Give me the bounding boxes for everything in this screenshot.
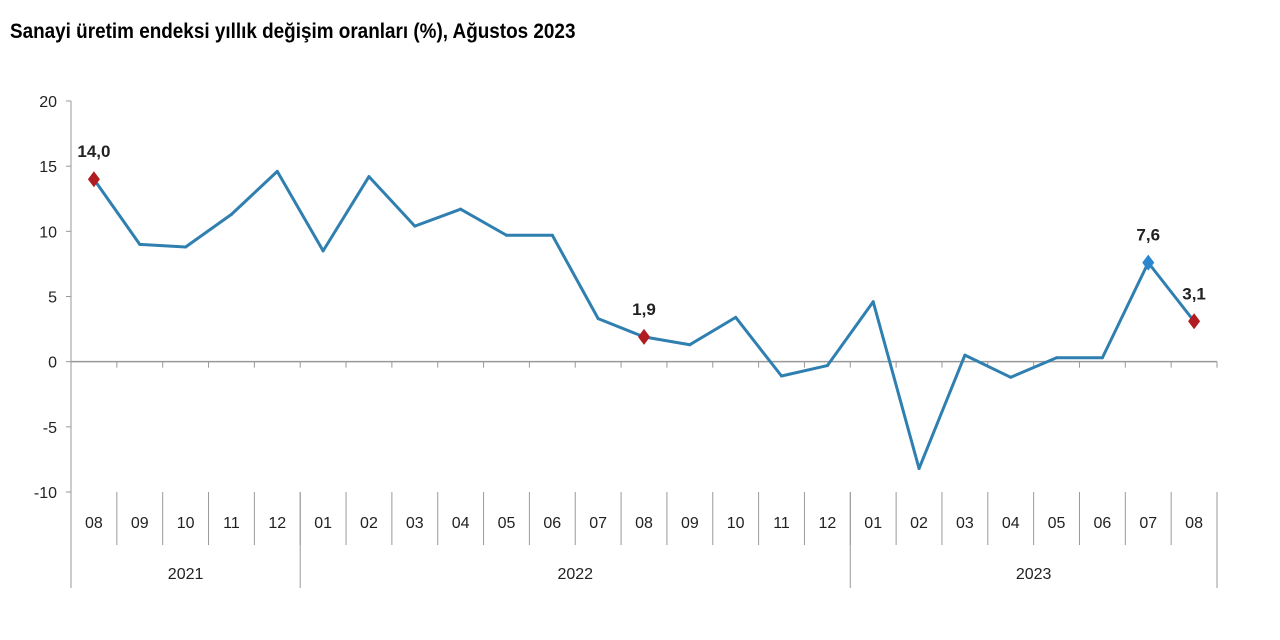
category-label: 01 <box>314 515 332 532</box>
category-label: 12 <box>268 515 286 532</box>
data-point <box>229 212 233 216</box>
category-label: 05 <box>498 515 516 532</box>
category-label: 03 <box>956 515 974 532</box>
y-tick-label: -10 <box>34 485 57 502</box>
data-point <box>688 343 692 347</box>
category-label: 04 <box>1002 515 1020 532</box>
data-label: 1,9 <box>632 300 656 319</box>
category-label: 11 <box>773 515 790 532</box>
data-point <box>550 233 554 237</box>
data-point <box>504 233 508 237</box>
data-point <box>963 353 967 357</box>
y-tick-label: 20 <box>39 94 57 111</box>
data-label: 3,1 <box>1182 284 1206 303</box>
data-point <box>825 364 829 368</box>
category-label: 05 <box>1048 515 1066 532</box>
highlight-marker <box>1188 313 1201 330</box>
category-label: 08 <box>635 515 653 532</box>
category-label: 10 <box>727 515 745 532</box>
category-label: 04 <box>452 515 470 532</box>
category-label: 02 <box>910 515 928 532</box>
year-label: 2021 <box>168 566 204 583</box>
category-label: 12 <box>818 515 836 532</box>
category-label: 06 <box>543 515 561 532</box>
data-point <box>275 169 279 173</box>
data-point <box>184 245 188 249</box>
data-point <box>138 242 142 246</box>
category-label: 07 <box>589 515 607 532</box>
y-tick-label: 5 <box>48 290 57 307</box>
category-label: 06 <box>1094 515 1112 532</box>
category-label: 09 <box>681 515 699 532</box>
year-label: 2022 <box>557 566 593 583</box>
category-label: 10 <box>177 515 195 532</box>
data-label: 7,6 <box>1136 226 1160 245</box>
y-tick-label: -5 <box>43 420 57 437</box>
y-tick-label: 15 <box>39 159 57 176</box>
category-label: 11 <box>223 515 240 532</box>
data-point <box>596 317 600 321</box>
data-point <box>459 207 463 211</box>
highlight-marker <box>87 171 100 188</box>
data-point <box>917 467 921 471</box>
data-point <box>1009 375 1013 379</box>
y-tick-label: 0 <box>48 355 57 372</box>
category-label: 03 <box>406 515 424 532</box>
data-point <box>871 300 875 304</box>
category-label: 09 <box>131 515 149 532</box>
chart-title: Sanayi üretim endeksi yıllık değişim ora… <box>10 20 576 43</box>
category-label: 02 <box>360 515 378 532</box>
category-label: 08 <box>85 515 103 532</box>
data-point <box>1100 356 1104 360</box>
highlight-marker <box>638 328 650 345</box>
series-line <box>92 169 1196 471</box>
category-label: 08 <box>1185 515 1203 532</box>
y-tick-label: 10 <box>39 224 57 241</box>
data-point <box>734 315 738 319</box>
data-point <box>780 374 784 378</box>
data-point <box>321 249 325 253</box>
category-label: 07 <box>1139 515 1157 532</box>
data-label: 14,0 <box>77 142 110 161</box>
highlight-marker <box>1142 254 1155 271</box>
category-label: 01 <box>864 515 882 532</box>
data-point <box>1055 356 1059 360</box>
data-point <box>367 175 371 179</box>
year-label: 2023 <box>1016 566 1052 583</box>
data-point <box>413 224 417 228</box>
